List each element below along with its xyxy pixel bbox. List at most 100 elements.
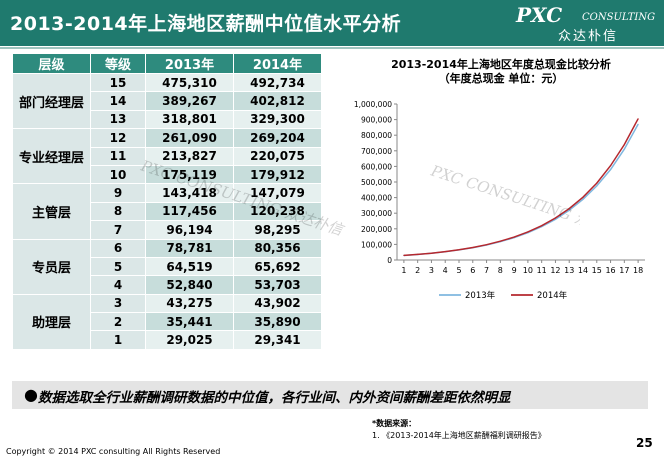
data-point (417, 253, 419, 255)
value-2013-cell: 35,441 (145, 312, 234, 332)
x-tick-label: 11 (537, 266, 547, 275)
value-2013-cell: 52,840 (145, 275, 234, 295)
data-point (403, 254, 405, 256)
chart-subtitle: （年度总现金 单位：元） (438, 72, 564, 85)
source-label: *数据来源： (372, 419, 417, 428)
value-2014-cell: 35,890 (233, 312, 322, 332)
grade-cell: 7 (90, 220, 146, 240)
grade-cell: 1 (90, 330, 146, 350)
table-row: 5 64,519 65,692 (13, 256, 322, 277)
data-point (623, 144, 625, 146)
value-2014-cell: 492,734 (233, 72, 322, 93)
x-tick-label: 1 (401, 266, 406, 275)
x-tick-label: 2 (415, 266, 420, 275)
data-point (499, 240, 501, 242)
x-tick-label: 5 (456, 266, 461, 275)
value-2014-cell: 120,238 (233, 201, 322, 222)
grade-cell: 4 (90, 275, 146, 295)
data-point (554, 217, 556, 219)
value-2014-cell: 402,812 (233, 91, 322, 111)
data-point (610, 165, 612, 167)
page-title: 2013-2014年上海地区薪酬中位值水平分析 (10, 13, 402, 35)
data-point (582, 196, 584, 198)
grade-cell: 2 (90, 312, 146, 332)
table-row: 14 389,267 402,812 (13, 91, 322, 111)
data-point (582, 198, 584, 200)
bullet-icon: ● (24, 385, 38, 404)
header-divider (0, 47, 664, 49)
data-point (444, 251, 446, 253)
level-cell: 专业经理层 (12, 128, 91, 185)
data-point (623, 148, 625, 150)
table-row: 4 52,840 53,703 (13, 275, 322, 295)
value-2013-cell: 261,090 (145, 128, 234, 148)
salary-line-chart: 2013-2014年上海地区年度总现金比较分析 （年度总现金 单位：元） 0 10… (345, 58, 657, 313)
x-tick-label: 3 (429, 266, 434, 275)
copyright-text: Copyright © 2014 PXC consulting All Righ… (6, 447, 221, 456)
grade-cell: 8 (90, 201, 146, 222)
table-row: 2 35,441 35,890 (13, 312, 322, 332)
y-tick-label: 1,000,000 (354, 100, 392, 109)
grade-cell: 5 (90, 256, 146, 277)
y-tick-label: 300,000 (361, 209, 392, 218)
data-point (472, 246, 474, 249)
table-row: 专员层 6 78,781 80,356 (12, 238, 322, 295)
x-tick-label: 10 (523, 266, 533, 275)
data-point (541, 225, 543, 227)
value-2014-cell: 29,341 (233, 330, 322, 350)
y-tick-label: 0 (387, 256, 392, 265)
value-2014-cell: 329,300 (233, 109, 322, 130)
value-2013-cell: 96,194 (145, 220, 234, 240)
value-2014-cell: 43,902 (233, 293, 322, 314)
data-point (637, 118, 639, 120)
grade-cell: 9 (90, 183, 146, 203)
grade-cell: 13 (90, 109, 146, 130)
data-point (513, 236, 515, 238)
value-2013-cell: 318,801 (145, 109, 234, 130)
value-2014-cell: 269,204 (233, 128, 322, 148)
legend-label-1: 2014年 (537, 290, 568, 301)
chart-svg: 0 100,000 200,000 300,000 400,000 500,000 600,… (354, 100, 645, 301)
value-2014-cell: 53,703 (233, 275, 322, 295)
grade-cell: 10 (90, 164, 146, 185)
y-tick-label: 900,000 (361, 116, 392, 125)
col-header-2014: 2014年 (233, 53, 322, 74)
data-point (596, 185, 598, 187)
value-2014-cell: 80,356 (233, 238, 322, 258)
conclusion-box: ● 数据选取全行业薪酬调研数据的中位值，各行业间、内外资间薪酬差距依然明显 (12, 381, 648, 409)
value-2013-cell: 29,025 (145, 330, 234, 350)
x-tick-label: 12 (550, 266, 560, 275)
x-tick-label: 13 (564, 266, 574, 275)
y-tick-label: 600,000 (361, 162, 392, 171)
salary-table: 层级 等级 2013年 2014年 部门经理层 15 475,310 492,734 1… (12, 53, 322, 350)
level-cell: 专员层 (12, 238, 91, 295)
data-point (637, 123, 639, 125)
grade-cell: 12 (90, 128, 146, 148)
value-2014-cell: 65,692 (233, 256, 322, 277)
value-2014-cell: 147,079 (233, 183, 322, 203)
grade-cell: 6 (90, 238, 146, 258)
y-tick-label: 400,000 (361, 194, 392, 203)
col-header-2013: 2013年 (145, 53, 234, 74)
logo-subtext: CONSULTING (582, 12, 656, 23)
x-tick-label: 4 (443, 266, 448, 275)
data-point (610, 168, 612, 171)
x-tick-label: 14 (578, 266, 588, 275)
table-row: 1 29,025 29,341 (13, 330, 322, 350)
page-number: 25 (636, 436, 653, 450)
series-line-1 (403, 118, 639, 257)
table-row: 助理层 3 43,275 43,902 (12, 293, 322, 350)
grade-cell: 3 (90, 293, 146, 314)
x-tick-label: 16 (605, 266, 615, 275)
x-tick-label: 7 (484, 266, 489, 275)
legend-label-0: 2013年 (465, 290, 496, 301)
value-2013-cell: 389,267 (145, 91, 234, 111)
data-point (527, 231, 529, 233)
table-row: 10 175,119 179,912 (13, 164, 322, 185)
value-2013-cell: 213,827 (145, 146, 234, 166)
value-2013-cell: 143,418 (145, 183, 234, 203)
x-tick-label: 17 (619, 266, 629, 275)
level-cell: 主管层 (12, 183, 91, 240)
source-item: 1. 《2013-2014年上海地区薪酬福利调研报告》 (372, 431, 546, 440)
value-2014-cell: 220,075 (233, 146, 322, 166)
